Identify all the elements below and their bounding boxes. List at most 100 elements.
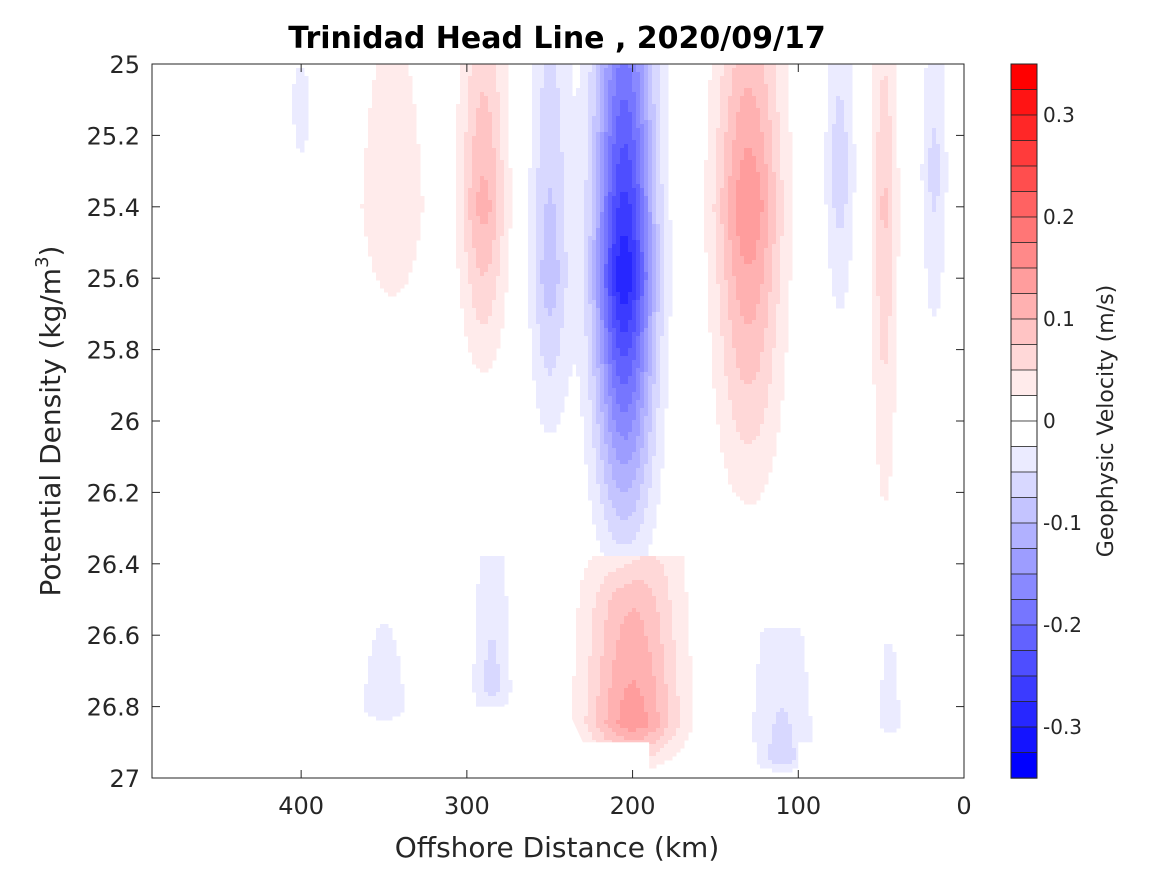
contour-cell (384, 208, 389, 213)
contour-cell (496, 296, 501, 301)
contour-cell (544, 128, 549, 133)
contour-cell (616, 204, 621, 209)
contour-cell (484, 688, 489, 693)
contour-cell (480, 352, 485, 357)
contour-cell (536, 328, 541, 333)
contour-cell (504, 188, 509, 193)
contour-cell (608, 140, 613, 145)
contour-cell (580, 276, 585, 281)
contour-cell (368, 236, 373, 241)
contour-cell (460, 232, 465, 237)
contour-cell (608, 348, 613, 353)
contour-cell (464, 292, 469, 297)
contour-cell (596, 340, 601, 345)
contour-cell (556, 164, 561, 169)
contour-cell (548, 108, 553, 113)
contour-cell (560, 192, 565, 197)
contour-cell (476, 188, 481, 193)
contour-cell (612, 136, 617, 141)
contour-cell (608, 604, 613, 609)
contour-cell (380, 212, 385, 217)
contour-cell (476, 156, 481, 161)
contour-cell (592, 424, 597, 429)
contour-cell (600, 588, 605, 593)
contour-cell (472, 144, 477, 149)
contour-cell (468, 200, 473, 205)
contour-cell (504, 204, 509, 209)
contour-cell (496, 216, 501, 221)
contour-cell (380, 196, 385, 201)
contour-cell (528, 252, 533, 257)
contour-cell (556, 152, 561, 157)
contour-cell (612, 308, 617, 313)
contour-cell (600, 728, 605, 733)
contour-cell (584, 296, 589, 301)
contour-cell (596, 408, 601, 413)
contour-cell (376, 276, 381, 281)
contour-cell (480, 600, 485, 605)
contour-cell (548, 228, 553, 233)
contour-cell (476, 684, 481, 689)
contour-cell (576, 356, 581, 361)
contour-cell (596, 152, 601, 157)
contour-cell (464, 324, 469, 329)
contour-cell (596, 668, 601, 673)
contour-cell (560, 320, 565, 325)
contour-cell (492, 104, 497, 109)
contour-cell (536, 372, 541, 377)
contour-cell (612, 280, 617, 285)
contour-cell (464, 264, 469, 269)
contour-cell (600, 420, 605, 425)
contour-cell (620, 112, 625, 117)
contour-cell (572, 136, 577, 141)
contour-cell (620, 352, 625, 357)
contour-cell (492, 76, 497, 81)
contour-cell (392, 124, 397, 129)
contour-cell (536, 368, 541, 373)
contour-cell (600, 616, 605, 621)
contour-cell (572, 244, 577, 249)
contour-cell (376, 264, 381, 269)
contour-cell (604, 224, 609, 229)
contour-cell (552, 184, 557, 189)
contour-cell (500, 72, 505, 77)
contour-cell (608, 628, 613, 633)
contour-cell (480, 280, 485, 285)
contour-cell (368, 672, 373, 677)
contour-cell (600, 300, 605, 305)
contour-cell (596, 92, 601, 97)
contour-cell (372, 240, 377, 245)
contour-cell (612, 696, 617, 701)
contour-cell (408, 92, 413, 97)
contour-cell (488, 624, 493, 629)
contour-cell (412, 180, 417, 185)
contour-cell (460, 276, 465, 281)
contour-cell (612, 608, 617, 613)
contour-cell (500, 652, 505, 657)
contour-cell (608, 536, 613, 541)
contour-cell (604, 532, 609, 537)
contour-cell (612, 172, 617, 177)
contour-cell (544, 132, 549, 137)
contour-cell (484, 140, 489, 145)
contour-cell (596, 368, 601, 373)
contour-cell (580, 140, 585, 145)
contour-cell (544, 176, 549, 181)
contour-cell (376, 204, 381, 209)
contour-cell (508, 188, 513, 193)
contour-cell (540, 232, 545, 237)
contour-cell (604, 192, 609, 197)
contour-cell (480, 312, 485, 317)
contour-cell (576, 656, 581, 661)
contour-cell (612, 444, 617, 449)
contour-cell (612, 552, 617, 557)
contour-cell (412, 120, 417, 125)
contour-cell (620, 128, 625, 133)
contour-cell (616, 504, 621, 509)
contour-cell (576, 152, 581, 157)
contour-cell (500, 304, 505, 309)
contour-cell (496, 96, 501, 101)
contour-cell (484, 184, 489, 189)
contour-cell (504, 680, 509, 685)
contour-cell (492, 92, 497, 97)
